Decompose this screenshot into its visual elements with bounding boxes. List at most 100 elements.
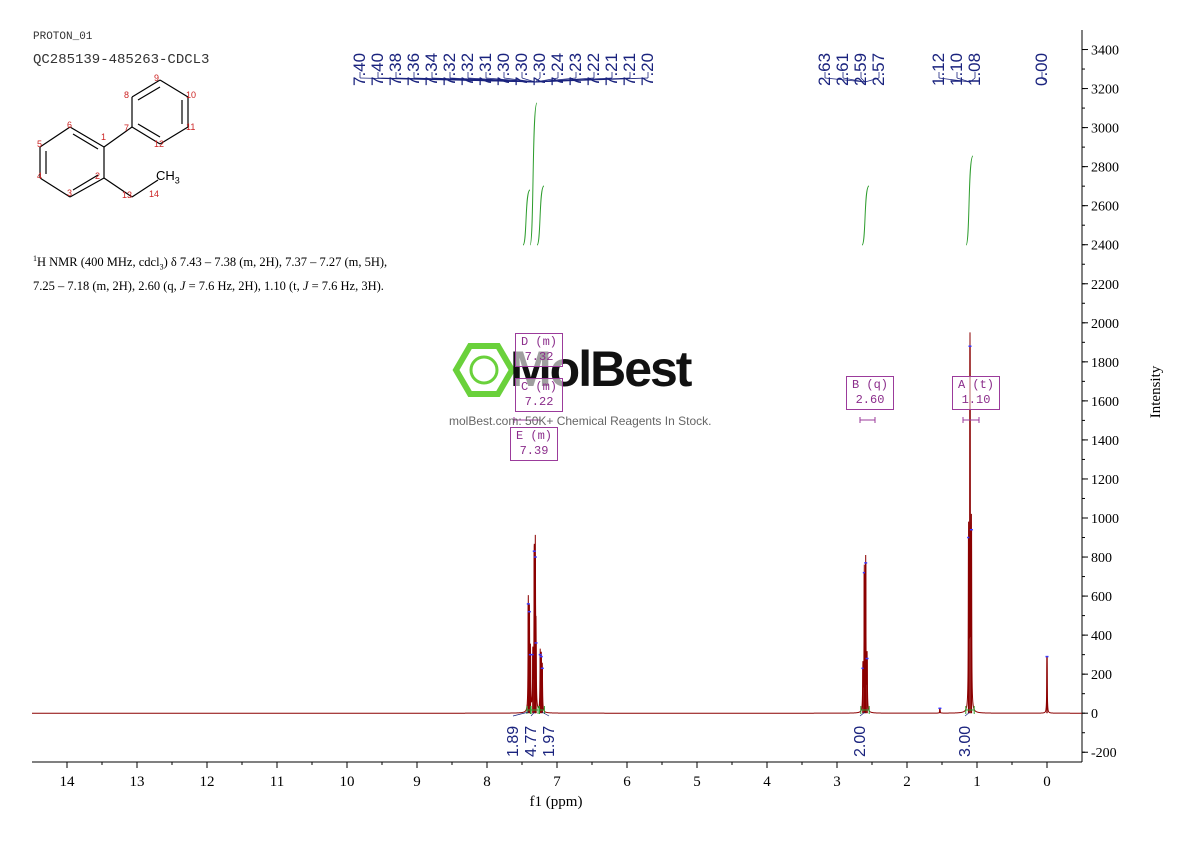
y-tick-label-0: 0 [1091, 707, 1098, 722]
sample-id: QC285139-485263-CDCL3 [33, 52, 210, 68]
peak-label: 2.63 [815, 53, 834, 86]
peak-label: 7.30 [512, 53, 531, 86]
multiplet-box-d: D (m) 7.32 [515, 333, 563, 367]
peak-label: 7.22 [584, 53, 603, 86]
multiplet-box-c: C (m) 7.22 [515, 378, 563, 412]
peak-label: 7.34 [422, 53, 441, 86]
peak-label: 7.20 [638, 53, 657, 86]
atom-number-11: 11 [186, 122, 196, 132]
desc-part1: H NMR (400 MHz, cdcl [37, 255, 160, 270]
multiplet-a-label: A (t) [957, 378, 994, 392]
y-tick-label-600: 600 [1091, 590, 1112, 605]
integral-curve [522, 189, 531, 246]
integral-curve [861, 185, 870, 246]
peak-label-leader [938, 77, 971, 83]
y-tick-label--200: -200 [1091, 746, 1117, 761]
multiplet-box-a: A (t) 1.10 [952, 376, 1000, 410]
atom-number-5: 5 [37, 139, 43, 149]
integral-value: 2.00 [852, 726, 869, 757]
peak-label: 7.23 [566, 53, 585, 86]
peak-label: 7.30 [494, 53, 513, 86]
nmr-description: 1H NMR (400 MHz, cdcl3) δ 7.43 – 7.38 (m… [33, 250, 403, 295]
desc-part4: = 7.6 Hz, 3H). [308, 278, 384, 293]
peak-label: 7.30 [530, 53, 549, 86]
peak-label-leader [535, 77, 541, 83]
peak-label-group-1: 2.63 2.61 2.59 2.57 [815, 53, 888, 86]
peak-label: 7.36 [404, 53, 423, 86]
multiplet-a-value: 1.10 [961, 393, 991, 407]
atom-number-10: 10 [186, 90, 197, 100]
multiplet-b-value: 2.60 [855, 393, 885, 407]
peak-label-leader [969, 77, 976, 83]
x-tick-label-13: 13 [130, 774, 145, 790]
multiplet-d-label: D (m) [520, 335, 557, 349]
x-tick-label-7: 7 [553, 774, 561, 790]
peak-label: 7.32 [440, 53, 459, 86]
atom-number-13: 13 [122, 190, 133, 200]
integral-leader [530, 711, 535, 717]
atom-number-6: 6 [67, 120, 73, 130]
x-axis-label: f1 (ppm) [530, 794, 583, 810]
multiplet-box-b: B (q) 2.60 [846, 376, 894, 410]
atom-number-8: 8 [124, 90, 130, 100]
peak-label: 7.31 [476, 53, 495, 86]
atom-number-7: 7 [124, 123, 130, 133]
desc-superscript: 1 [33, 254, 37, 263]
desc-j1: J [179, 278, 186, 293]
integral-curve [965, 155, 974, 246]
integral-curve [529, 102, 538, 246]
integral-value: 1.97 [541, 726, 558, 757]
integral-leader [859, 711, 866, 717]
atom-number-12: 12 [154, 139, 165, 149]
integral-leader [512, 711, 529, 717]
peak-label: 7.24 [548, 53, 567, 86]
y-tick-label-800: 800 [1091, 551, 1112, 566]
experiment-name: PROTON_01 [33, 31, 93, 43]
methyl-label-text: CH [156, 168, 175, 183]
peak-label: 7.21 [620, 53, 639, 86]
peak-label-group-3: 0.00 [1032, 53, 1051, 86]
desc-subscript: 3 [159, 262, 164, 272]
integral-value: 1.89 [505, 726, 522, 757]
x-tick-label-1: 1 [973, 774, 981, 790]
atom-number-4: 4 [37, 171, 43, 181]
y-tick-label-1400: 1400 [1091, 434, 1119, 449]
peak-label: 7.38 [386, 53, 405, 86]
multiplet-e-value: 7.39 [519, 444, 549, 458]
x-tick-label-4: 4 [763, 774, 771, 790]
x-tick-label-14: 14 [60, 774, 76, 790]
peak-label-leader [842, 77, 866, 83]
atom-number-14: 14 [149, 189, 160, 199]
y-tick-label-2000: 2000 [1091, 317, 1119, 332]
y-tick-label-1800: 1800 [1091, 356, 1119, 371]
integral-leader [541, 711, 550, 717]
peak-label: 7.32 [458, 53, 477, 86]
peak-label-leader [824, 77, 866, 83]
integral-curve [536, 185, 545, 246]
y-tick-label-1200: 1200 [1091, 473, 1119, 488]
peak-label-group-0: 7.40 7.40 7.38 7.36 7.34 7.32 7.32 7.31 7.30 7.30… [350, 53, 657, 86]
peak-label: 1.08 [965, 53, 984, 86]
peak-label: 7.40 [350, 53, 369, 86]
methyl-subscript: 3 [174, 175, 180, 186]
multiplet-c-label: C (m) [520, 380, 557, 394]
peak-label: 7.40 [368, 53, 387, 86]
x-tick-label-6: 6 [623, 774, 631, 790]
x-tick-label-11: 11 [270, 774, 284, 790]
y-tick-label-200: 200 [1091, 668, 1112, 683]
multiplet-c-value: 7.22 [524, 395, 554, 409]
x-tick-label-3: 3 [833, 774, 841, 790]
peak-label-group-2: 1.12 1.10 1.08 [929, 53, 984, 86]
y-tick-label-2600: 2600 [1091, 200, 1119, 215]
y-tick-label-400: 400 [1091, 629, 1112, 644]
integral-value: 4.77 [523, 726, 540, 757]
peak-label: 1.12 [929, 53, 948, 86]
atom-number-1: 1 [101, 132, 107, 142]
multiplet-box-e: E (m) 7.39 [510, 427, 558, 461]
peak-label: 0.00 [1032, 53, 1051, 86]
x-tick-label-9: 9 [413, 774, 421, 790]
x-tick-label-0: 0 [1043, 774, 1051, 790]
multiplet-e-label: E (m) [515, 429, 552, 443]
multiplet-d-value: 7.32 [524, 350, 554, 364]
